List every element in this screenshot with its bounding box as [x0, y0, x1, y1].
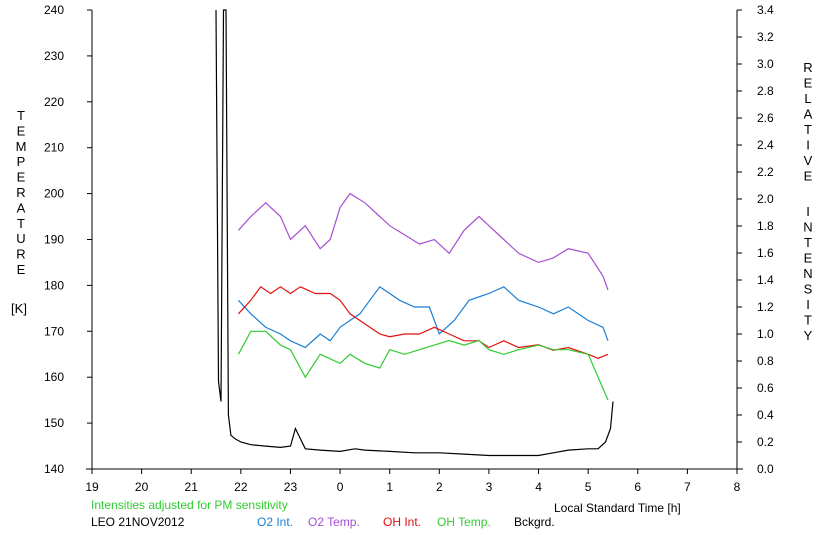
- left-axis-label-letter: E: [17, 170, 26, 185]
- right-axis-label-letter: E: [804, 169, 813, 184]
- right-tick-label: 2.2: [757, 165, 774, 179]
- right-tick-label: 0.2: [757, 435, 774, 449]
- series-line: [237, 285, 609, 349]
- left-tick-label: 140: [44, 462, 64, 476]
- right-tick-label: 3.4: [757, 3, 774, 17]
- legend-entry: Bckgrd.: [514, 515, 555, 529]
- left-tick-label: 170: [44, 324, 64, 338]
- left-axis-label-letter: E: [17, 262, 26, 277]
- sensitivity-note: Intensities adjusted for PM sensitivity: [91, 498, 288, 512]
- right-axis-label-letter: E: [804, 251, 813, 266]
- legend-entry: OH Int.: [383, 515, 421, 529]
- left-axis-label-letter: U: [16, 231, 25, 246]
- x-tick-label: 2: [436, 480, 443, 494]
- x-tick-label: 22: [234, 480, 248, 494]
- right-axis-label-letter: T: [804, 313, 812, 328]
- right-axis-label-letter: I: [806, 204, 810, 219]
- left-axis-label-letter: P: [17, 154, 26, 169]
- x-tick-label: 20: [135, 480, 149, 494]
- right-axis-label-letter: E: [804, 76, 813, 91]
- left-tick-label: 160: [44, 370, 64, 384]
- right-axis-label-letter: S: [804, 282, 813, 297]
- x-tick-label: 19: [85, 480, 99, 494]
- x-tick-label: 23: [284, 480, 298, 494]
- right-axis-label-letter: N: [803, 220, 812, 235]
- x-tick-label: 6: [634, 480, 641, 494]
- x-tick-label: 4: [535, 480, 542, 494]
- right-tick-label: 3.2: [757, 30, 774, 44]
- series-line: [215, 9, 614, 457]
- legend-entry: OH Temp.: [437, 515, 491, 529]
- right-tick-label: 2.6: [757, 111, 774, 125]
- right-tick-label: 2.0: [757, 192, 774, 206]
- left-axis-label-letter: T: [17, 216, 25, 231]
- right-axis-label-letter: L: [804, 91, 811, 106]
- left-tick-label: 220: [44, 95, 64, 109]
- left-tick-label: 240: [44, 3, 64, 17]
- right-tick-label: 2.8: [757, 84, 774, 98]
- left-tick-label: 150: [44, 416, 64, 430]
- right-tick-label: 1.8: [757, 219, 774, 233]
- right-tick-label: 0.6: [757, 381, 774, 395]
- legend-entry: O2 Int.: [257, 515, 293, 529]
- left-tick-label: 210: [44, 141, 64, 155]
- x-tick-label: 8: [734, 480, 741, 494]
- right-axis-label-letter: R: [803, 60, 812, 75]
- left-axis-label-letter: A: [17, 200, 26, 215]
- right-axis-label-letter: T: [804, 235, 812, 250]
- x-tick-label: 7: [684, 480, 691, 494]
- right-axis-label-letter: I: [806, 297, 810, 312]
- series-line: [237, 330, 609, 401]
- right-tick-label: 0.4: [757, 408, 774, 422]
- x-tick-label: 0: [337, 480, 344, 494]
- left-tick-label: 230: [44, 49, 64, 63]
- right-axis-label-letter: V: [804, 153, 813, 168]
- x-tick-label: 3: [486, 480, 493, 494]
- left-axis-label-letter: R: [16, 185, 25, 200]
- right-tick-label: 1.2: [757, 300, 774, 314]
- right-axis-label-letter: N: [803, 266, 812, 281]
- right-axis-label-letter: T: [804, 122, 812, 137]
- x-tick-label: 1: [386, 480, 393, 494]
- series-line: [237, 192, 609, 291]
- right-tick-label: 1.4: [757, 273, 774, 287]
- left-tick-label: 190: [44, 233, 64, 247]
- right-axis-label-letter: A: [804, 107, 813, 122]
- right-tick-label: 0.0: [757, 462, 774, 476]
- right-tick-label: 3.0: [757, 57, 774, 71]
- left-axis-unit: [K]: [11, 301, 27, 316]
- left-axis-label-letter: T: [17, 108, 25, 123]
- right-tick-label: 1.6: [757, 246, 774, 260]
- station-date-label: LEO 21NOV2012: [91, 515, 185, 529]
- right-axis-label-letter: Y: [804, 328, 813, 343]
- x-axis-label: Local Standard Time [h]: [554, 501, 681, 515]
- left-tick-label: 200: [44, 187, 64, 201]
- left-tick-label: 180: [44, 278, 64, 292]
- x-tick-label: 5: [585, 480, 592, 494]
- left-axis-label-letter: R: [16, 247, 25, 262]
- right-tick-label: 0.8: [757, 354, 774, 368]
- right-tick-label: 2.4: [757, 138, 774, 152]
- left-axis-label-letter: M: [16, 139, 27, 154]
- left-axis-label-letter: E: [17, 123, 26, 138]
- right-tick-label: 1.0: [757, 327, 774, 341]
- x-tick-label: 21: [185, 480, 199, 494]
- legend-entry: O2 Temp.: [308, 515, 360, 529]
- right-axis-label-letter: I: [806, 138, 810, 153]
